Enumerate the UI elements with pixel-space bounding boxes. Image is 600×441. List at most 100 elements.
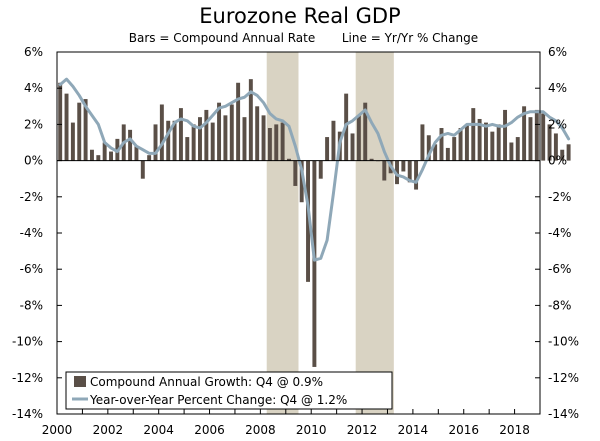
bar — [223, 115, 228, 161]
bar — [363, 102, 368, 161]
bar — [140, 160, 145, 179]
bar — [306, 160, 310, 282]
bar — [204, 109, 209, 161]
bar — [420, 124, 425, 161]
y-left-tick-label: -12% — [12, 371, 43, 385]
bar — [267, 128, 272, 161]
recession-band-0 — [266, 52, 299, 414]
bar — [534, 109, 539, 161]
bar — [496, 124, 501, 161]
bar — [356, 115, 361, 161]
bar — [382, 160, 387, 181]
bar — [401, 160, 406, 172]
bar — [522, 106, 527, 161]
bar — [312, 160, 317, 367]
y-right-tick-label: -6% — [548, 262, 571, 276]
chart-title: Eurozone Real GDP — [199, 4, 400, 28]
bar — [242, 117, 247, 161]
x-tick-label: 2004 — [143, 423, 174, 437]
x-tick-label: 2016 — [448, 423, 479, 437]
bar — [77, 102, 82, 161]
bar — [426, 135, 431, 161]
y-right-tick-label: 0% — [548, 154, 567, 168]
bar — [560, 149, 565, 161]
y-left-tick-label: 6% — [24, 45, 43, 59]
x-tick-label: 2014 — [398, 423, 429, 437]
bar — [350, 133, 355, 161]
bar — [102, 142, 107, 161]
bar — [191, 124, 196, 161]
x-tick-label: 2018 — [499, 423, 530, 437]
y-left-tick-label: 4% — [24, 81, 43, 95]
bar — [153, 124, 158, 161]
bar — [293, 160, 298, 186]
bar — [280, 122, 285, 161]
bar — [369, 158, 374, 161]
bar — [198, 117, 202, 161]
y-left-tick-label: -14% — [12, 407, 43, 421]
x-tick-label: 2012 — [347, 423, 378, 437]
y-right-tick-label: -12% — [548, 371, 579, 385]
bar — [236, 82, 241, 161]
y-left-tick-label: 2% — [24, 117, 43, 131]
legend-line-label: Year-over-Year Percent Change: Q4 @ 1.2% — [89, 393, 347, 407]
line-group — [58, 77, 571, 262]
legend-bar-swatch — [74, 376, 86, 387]
x-tick-label: 2002 — [93, 423, 124, 437]
bar — [217, 102, 222, 161]
bar — [318, 160, 323, 179]
bar — [255, 106, 260, 161]
bar — [134, 146, 139, 161]
bar — [128, 129, 133, 161]
bar — [407, 160, 412, 183]
bar — [484, 122, 488, 161]
bars-group — [58, 79, 571, 367]
y-right-tick-label: -14% — [548, 407, 579, 421]
bar — [109, 151, 113, 161]
bar — [547, 124, 552, 161]
bar — [89, 149, 94, 161]
x-tick-label: 2000 — [42, 423, 73, 437]
bar — [210, 122, 215, 161]
y-right-tick-label: 2% — [548, 117, 567, 131]
bar — [471, 108, 476, 161]
y-left-tick-label: -6% — [20, 262, 43, 276]
recession-shading — [266, 52, 394, 414]
bar — [70, 122, 75, 161]
recession-band-1 — [355, 52, 394, 414]
bar — [58, 82, 63, 161]
bar — [83, 99, 88, 161]
y-left-tick-label: -10% — [12, 335, 43, 349]
legend: Compound Annual Growth: Q4 @ 0.9% Year-o… — [65, 371, 393, 410]
bar — [166, 120, 171, 161]
chart-subtitle-line: Line = Yr/Yr % Change — [342, 31, 478, 45]
bar — [274, 124, 279, 161]
bar — [566, 144, 571, 161]
y-right-tick-label: -2% — [548, 190, 571, 204]
bar — [395, 160, 399, 185]
legend-bar-label: Compound Annual Growth: Q4 @ 0.9% — [90, 375, 323, 389]
x-tick-label: 2008 — [245, 423, 276, 437]
y-right-tick-label: 6% — [548, 45, 567, 59]
x-tick-label: 2010 — [296, 423, 327, 437]
y-right-tick-label: -4% — [548, 226, 571, 240]
x-tick-label: 2006 — [194, 423, 225, 437]
chart-subtitle-bars: Bars = Compound Annual Rate — [129, 31, 316, 45]
bar — [541, 113, 546, 161]
bar — [477, 118, 482, 161]
bar — [325, 137, 330, 161]
y-left-tick-label: -8% — [20, 298, 43, 312]
y-left-tick-label: 0% — [24, 154, 43, 168]
bar — [439, 128, 444, 161]
bar — [147, 155, 152, 161]
yoy-line — [58, 77, 571, 262]
bar — [159, 104, 164, 161]
bar — [64, 93, 69, 161]
bar — [331, 120, 336, 161]
bar — [178, 108, 183, 161]
y-left-tick-label: -2% — [20, 190, 43, 204]
y-left-tick-label: -4% — [20, 226, 43, 240]
bar — [445, 147, 450, 161]
bar — [172, 120, 177, 161]
